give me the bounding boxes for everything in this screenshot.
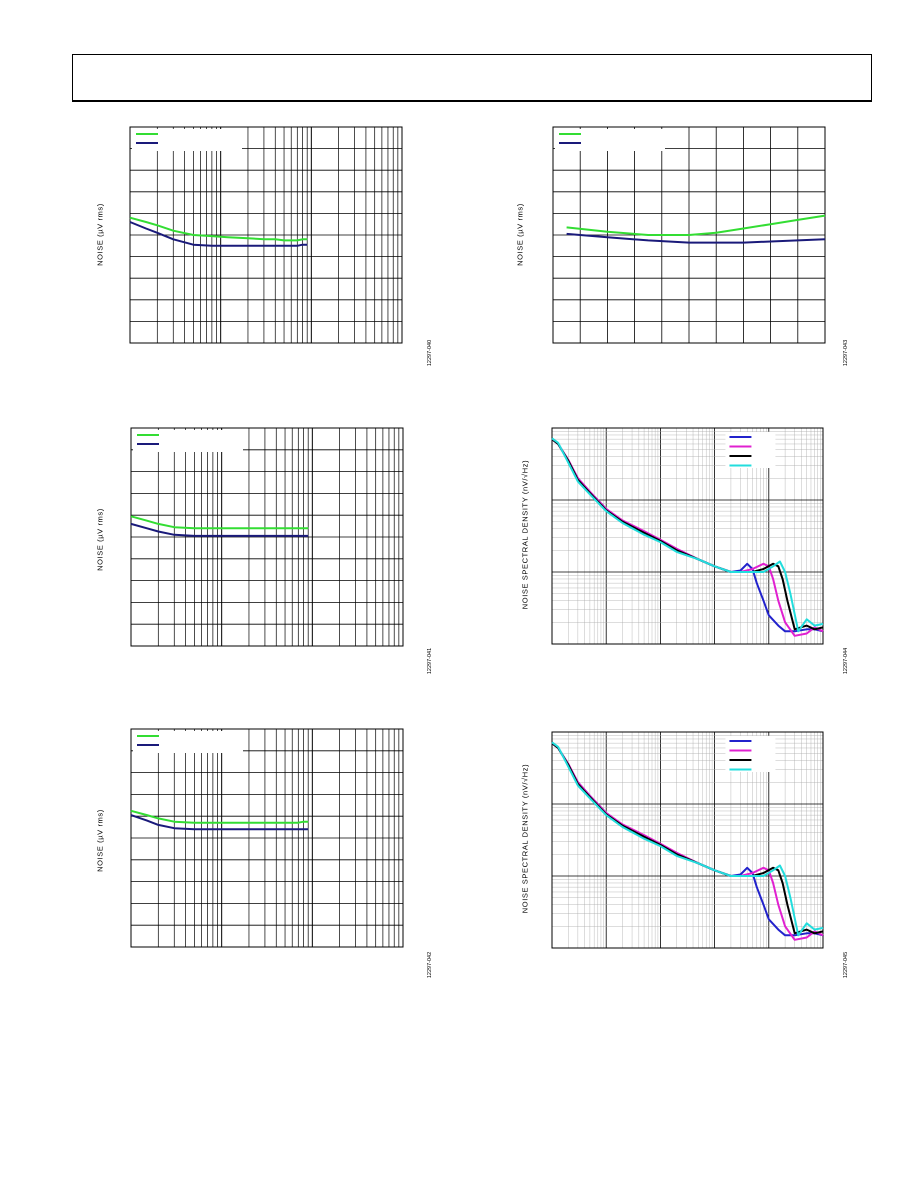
legend-box (132, 129, 242, 151)
chart-panel: NOISE SPECTRAL DENSITY (nV/√Hz) 12297-04… (500, 722, 860, 992)
grid (129, 126, 402, 344)
series-line (551, 437, 824, 633)
plot-frame (130, 427, 404, 647)
plot-frame (130, 728, 404, 948)
series-line (551, 742, 824, 937)
series-line (130, 814, 309, 831)
series-line (551, 438, 824, 633)
chart-panel: NOISE SPECTRAL DENSITY (nV/√Hz) 12297-04… (500, 420, 860, 690)
chart-svg (130, 427, 404, 647)
series-line (130, 809, 309, 824)
chart-panel: NOISE (µV rms) 12297-040 (80, 118, 440, 378)
figure-id: 12297-041 (427, 647, 433, 675)
series-line (566, 214, 826, 236)
chart-panel: NOISE (µV rms) 12297-041 (80, 420, 440, 690)
grid (130, 728, 403, 948)
chart-svg (130, 728, 404, 948)
plot-frame (551, 731, 824, 949)
chart-svg (551, 731, 824, 949)
figure-id: 12297-044 (843, 647, 849, 675)
series-line (130, 515, 309, 530)
chart-panel: NOISE (µV rms) 12297-042 (80, 722, 440, 992)
legend-box (133, 731, 243, 753)
figure-id: 12297-042 (427, 951, 433, 979)
chart-svg (552, 126, 826, 344)
plot-frame (552, 126, 826, 344)
grid (130, 427, 403, 647)
page-header-box (72, 54, 872, 102)
plot-frame (129, 126, 403, 344)
figure-id: 12297-040 (427, 339, 433, 367)
chart-panel: NOISE (µV rms) 12297-043 (500, 118, 860, 378)
series-line (551, 741, 824, 937)
series-line (129, 216, 308, 242)
series-line (129, 221, 308, 247)
series-line (130, 522, 309, 537)
series-line (566, 232, 826, 244)
plot-frame (551, 427, 824, 645)
legend-box (133, 430, 243, 452)
legend-box (555, 129, 665, 151)
figure-id: 12297-043 (843, 339, 849, 367)
figure-id: 12297-045 (843, 951, 849, 979)
chart-svg (551, 427, 824, 645)
chart-svg (129, 126, 403, 344)
